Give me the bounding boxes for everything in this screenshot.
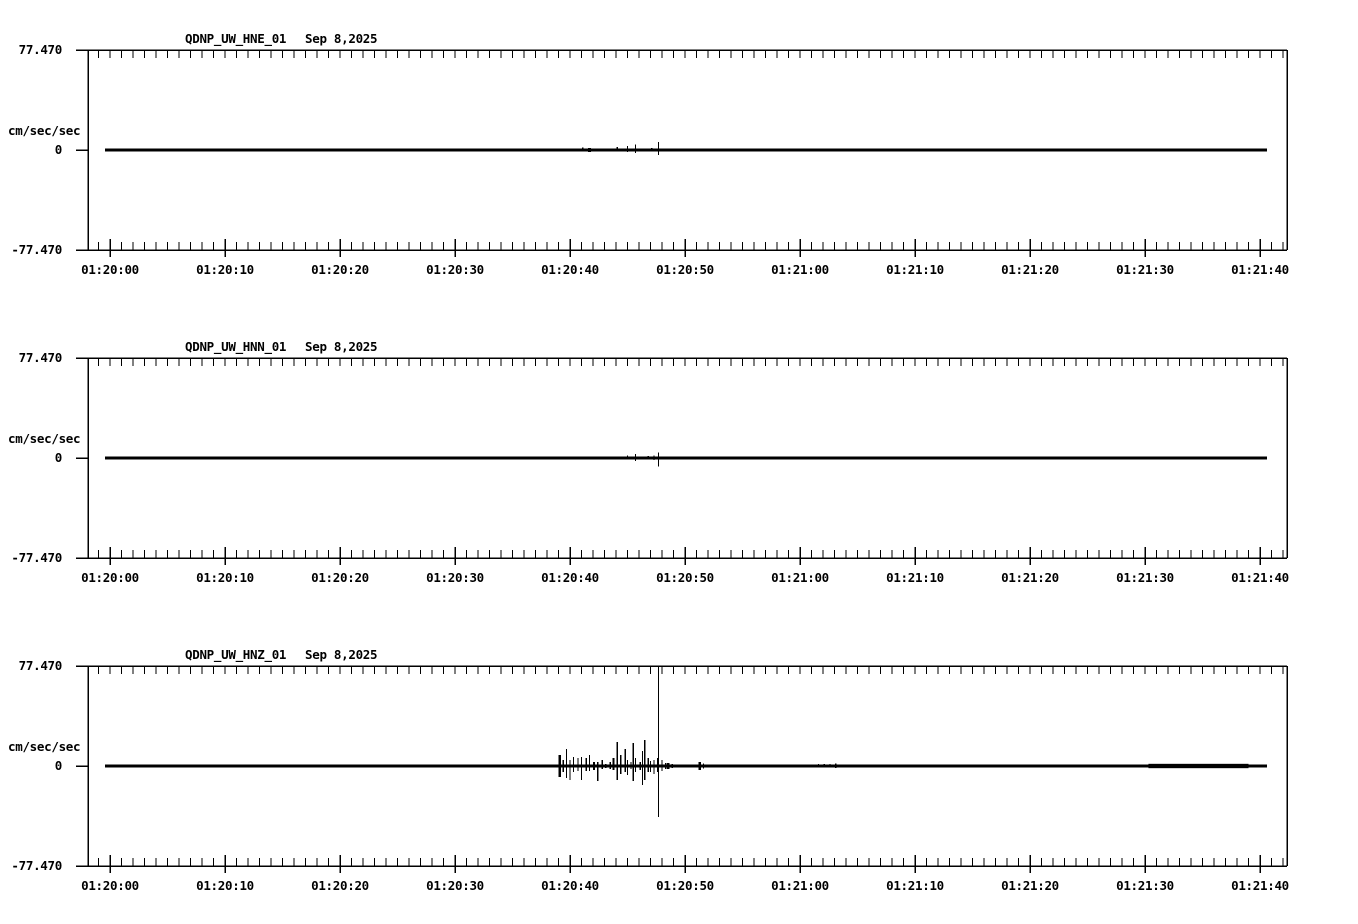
- x-tick-label: 01:20:30: [426, 570, 484, 585]
- x-tick-label: 01:20:20: [311, 262, 369, 277]
- x-tick-label: 01:20:40: [541, 262, 599, 277]
- x-tick-label: 01:21:20: [1001, 262, 1059, 277]
- y-min-label: -77.470: [11, 550, 62, 565]
- trace-noise-band: [1148, 763, 1249, 769]
- x-tick-label: 01:20:00: [81, 262, 139, 277]
- x-tick-label: 01:21:40: [1231, 262, 1289, 277]
- channel-title: QDNP_UW_HNN_01: [185, 339, 287, 354]
- x-tick-label: 01:21:00: [771, 570, 829, 585]
- x-tick-label: 01:20:00: [81, 570, 139, 585]
- x-tick-label: 01:21:10: [886, 262, 944, 277]
- x-tick-label: 01:20:10: [196, 262, 254, 277]
- x-tick-label: 01:20:10: [196, 878, 254, 893]
- x-tick-label: 01:21:10: [886, 878, 944, 893]
- x-tick-label: 01:20:30: [426, 878, 484, 893]
- date-label: Sep 8,2025: [305, 339, 378, 354]
- x-tick-label: 01:20:50: [656, 570, 714, 585]
- y-max-label: 77.470: [18, 350, 63, 365]
- x-tick-label: 01:21:00: [771, 262, 829, 277]
- y-min-label: -77.470: [11, 858, 62, 873]
- channel-title: QDNP_UW_HNE_01: [185, 31, 287, 46]
- x-tick-label: 01:20:30: [426, 262, 484, 277]
- y-axis-unit-label: cm/sec/sec: [8, 739, 81, 754]
- x-tick-label: 01:21:20: [1001, 570, 1059, 585]
- x-tick-label: 01:21:20: [1001, 878, 1059, 893]
- x-tick-label: 01:20:20: [311, 878, 369, 893]
- x-tick-label: 01:20:10: [196, 570, 254, 585]
- x-tick-label: 01:20:40: [541, 878, 599, 893]
- x-tick-label: 01:20:00: [81, 878, 139, 893]
- y-zero-label: 0: [54, 450, 63, 465]
- y-max-label: 77.470: [18, 658, 63, 673]
- y-zero-label: 0: [54, 142, 63, 157]
- x-tick-label: 01:21:40: [1231, 878, 1289, 893]
- x-tick-label: 01:21:30: [1116, 878, 1174, 893]
- y-axis-unit-label: cm/sec/sec: [8, 431, 81, 446]
- x-tick-label: 01:20:50: [656, 878, 714, 893]
- x-tick-label: 01:21:00: [771, 878, 829, 893]
- x-tick-label: 01:21:40: [1231, 570, 1289, 585]
- x-tick-label: 01:21:30: [1116, 570, 1174, 585]
- x-tick-label: 01:20:50: [656, 262, 714, 277]
- x-tick-label: 01:21:10: [886, 570, 944, 585]
- x-tick-label: 01:20:40: [541, 570, 599, 585]
- channel-title: QDNP_UW_HNZ_01: [185, 647, 287, 662]
- date-label: Sep 8,2025: [305, 31, 378, 46]
- y-axis-unit-label: cm/sec/sec: [8, 123, 81, 138]
- x-tick-label: 01:21:30: [1116, 262, 1174, 277]
- date-label: Sep 8,2025: [305, 647, 378, 662]
- x-tick-label: 01:20:20: [311, 570, 369, 585]
- y-zero-label: 0: [54, 758, 63, 773]
- y-min-label: -77.470: [11, 242, 62, 257]
- y-max-label: 77.470: [18, 42, 63, 57]
